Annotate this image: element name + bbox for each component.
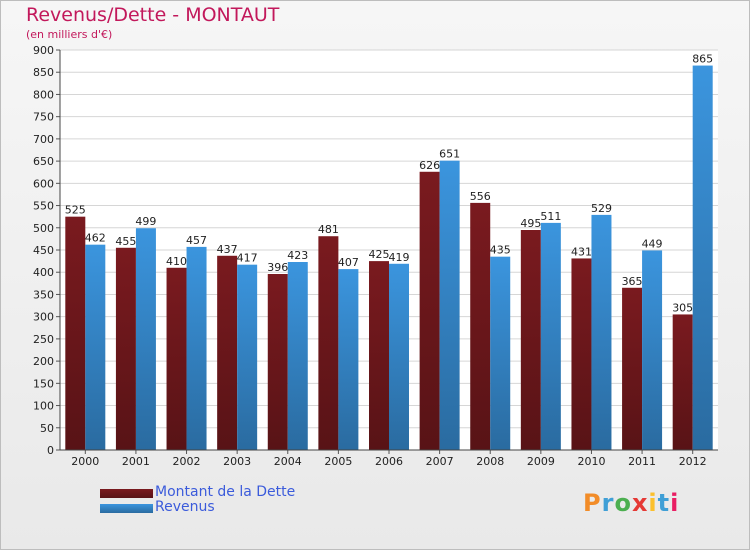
x-tick-label: 2001 xyxy=(122,455,150,468)
x-tick-label: 2007 xyxy=(426,455,454,468)
logo-letter: o xyxy=(614,489,632,517)
bar-revenus xyxy=(591,214,612,450)
data-label-dette: 425 xyxy=(369,248,390,261)
y-tick-label: 850 xyxy=(33,66,54,79)
bar-revenus xyxy=(338,269,359,450)
y-tick-label: 700 xyxy=(33,133,54,146)
x-tick-label: 2002 xyxy=(173,455,201,468)
bar-revenus xyxy=(642,250,663,450)
data-label-dette: 525 xyxy=(65,204,86,217)
y-tick-label: 800 xyxy=(33,88,54,101)
data-label-dette: 455 xyxy=(115,235,136,248)
legend-swatch-revenus xyxy=(100,504,153,513)
bar-dette xyxy=(217,255,238,450)
y-tick-label: 900 xyxy=(33,44,54,57)
legend-swatch-dette xyxy=(100,489,153,498)
bar-dette xyxy=(571,258,592,450)
bar-revenus xyxy=(135,228,156,450)
bar-revenus xyxy=(85,244,106,450)
y-tick-label: 350 xyxy=(33,288,54,301)
data-label-dette: 431 xyxy=(571,245,592,258)
bar-dette xyxy=(470,202,491,450)
data-label-revenus: 417 xyxy=(237,252,258,265)
x-tick-label: 2000 xyxy=(71,455,99,468)
x-tick-label: 2010 xyxy=(577,455,605,468)
x-tick-label: 2012 xyxy=(679,455,707,468)
logo-letter: r xyxy=(601,489,615,517)
chart-subtitle: (en milliers d'€) xyxy=(26,28,113,41)
bar-revenus xyxy=(287,262,308,450)
x-tick-label: 2004 xyxy=(274,455,302,468)
y-tick-label: 200 xyxy=(33,355,54,368)
data-label-dette: 481 xyxy=(318,223,339,236)
chart-title: Revenus/Dette - MONTAUT xyxy=(26,4,280,26)
bar-revenus xyxy=(490,256,511,450)
y-tick-label: 750 xyxy=(33,111,54,124)
data-label-dette: 495 xyxy=(520,217,541,230)
data-label-revenus: 499 xyxy=(135,215,156,228)
bar-dette xyxy=(267,274,288,450)
bar-dette xyxy=(369,261,389,450)
y-tick-label: 650 xyxy=(33,155,54,168)
data-label-revenus: 462 xyxy=(85,232,106,245)
x-tick-label: 2006 xyxy=(375,455,403,468)
data-label-revenus: 865 xyxy=(692,53,713,66)
logo-letter: i xyxy=(648,489,658,517)
data-label-dette: 305 xyxy=(672,301,693,314)
logo-letter: x xyxy=(631,489,649,517)
legend-label-revenus: Revenus xyxy=(155,499,215,515)
bar-dette xyxy=(115,247,136,450)
y-tick-label: 0 xyxy=(47,444,54,457)
y-tick-label: 100 xyxy=(33,400,54,413)
data-label-revenus: 435 xyxy=(490,244,511,257)
data-label-dette: 365 xyxy=(622,275,643,288)
bar-revenus xyxy=(692,65,713,451)
bar-dette xyxy=(520,230,541,450)
y-tick-label: 400 xyxy=(33,266,54,279)
bar-dette xyxy=(318,236,339,450)
bar-revenus xyxy=(439,160,460,450)
bar-revenus xyxy=(389,263,409,450)
data-label-revenus: 457 xyxy=(186,234,207,247)
y-tick-label: 300 xyxy=(33,311,54,324)
legend-label-dette: Montant de la Dette xyxy=(155,484,296,500)
data-label-dette: 556 xyxy=(470,190,491,203)
y-tick-label: 450 xyxy=(33,244,54,257)
y-tick-label: 150 xyxy=(33,377,54,390)
x-tick-label: 2003 xyxy=(223,455,251,468)
proxiti-logo: Proxiti xyxy=(583,489,679,517)
data-label-revenus: 449 xyxy=(642,237,663,250)
data-label-revenus: 511 xyxy=(540,210,561,223)
logo-letter: t xyxy=(657,489,671,517)
y-tick-label: 250 xyxy=(33,333,54,346)
y-tick-label: 550 xyxy=(33,200,54,213)
bar-dette xyxy=(65,216,86,450)
x-tick-label: 2011 xyxy=(628,455,656,468)
x-tick-label: 2008 xyxy=(476,455,504,468)
data-label-dette: 396 xyxy=(267,261,288,274)
bar-dette xyxy=(672,314,693,450)
y-tick-label: 600 xyxy=(33,177,54,190)
data-label-revenus: 423 xyxy=(287,249,308,262)
logo-letter: i xyxy=(670,489,680,517)
bar-dette xyxy=(419,171,440,450)
data-label-revenus: 651 xyxy=(439,148,460,161)
x-tick-label: 2009 xyxy=(527,455,555,468)
logo-letter: P xyxy=(583,489,602,517)
data-label-revenus: 419 xyxy=(389,251,410,264)
data-label-dette: 437 xyxy=(217,243,238,256)
data-label-dette: 410 xyxy=(166,255,187,268)
bar-dette xyxy=(166,267,187,450)
data-label-dette: 626 xyxy=(419,159,440,172)
bar-dette xyxy=(622,287,643,450)
bar-revenus xyxy=(186,246,207,450)
x-tick-label: 2005 xyxy=(324,455,352,468)
bar-revenus xyxy=(237,264,258,450)
y-tick-label: 500 xyxy=(33,222,54,235)
bar-revenus xyxy=(540,222,561,450)
data-label-revenus: 529 xyxy=(591,202,612,215)
y-tick-label: 50 xyxy=(40,422,54,435)
data-label-revenus: 407 xyxy=(338,256,359,269)
